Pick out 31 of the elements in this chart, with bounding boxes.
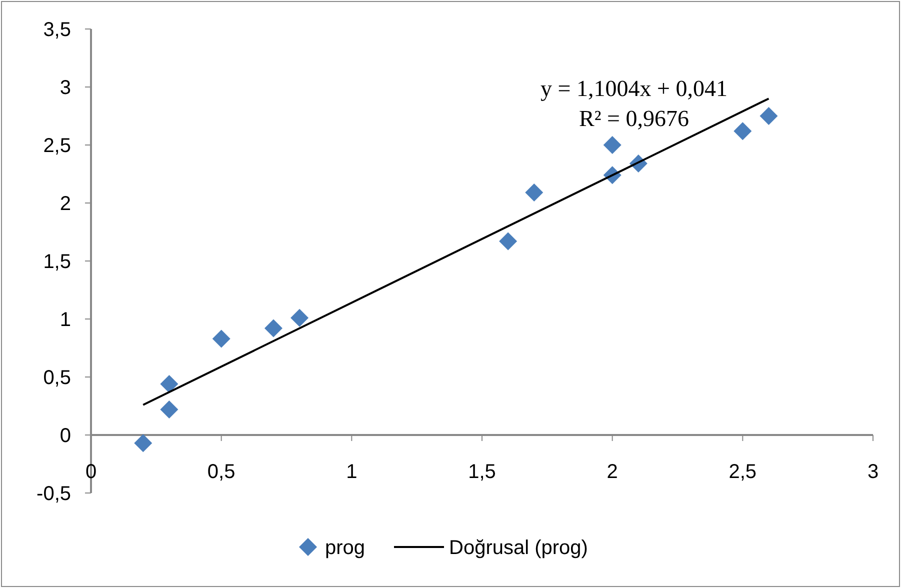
legend-label: prog	[325, 537, 366, 559]
point	[212, 330, 230, 348]
y-tick-label: 2	[60, 193, 71, 215]
y-tick-label: 0	[60, 425, 71, 447]
legend-label: Doğrusal (prog)	[449, 537, 588, 559]
x-tick-label: 1,5	[468, 461, 496, 483]
x-tick-label: 0,5	[207, 461, 236, 483]
point	[499, 232, 518, 250]
y-tick-label: 3,5	[43, 19, 71, 41]
point	[734, 122, 752, 140]
x-tick-label: 0	[85, 461, 97, 483]
point	[603, 136, 622, 154]
x-tick-label: 3	[867, 461, 879, 483]
point	[134, 434, 152, 452]
point	[264, 319, 282, 338]
annotation: y = 1,1004x + 0,041	[540, 76, 728, 101]
y-tick-label: 2,5	[43, 135, 71, 157]
y-tick-label: 3	[60, 77, 71, 99]
annotation: R² = 0,9676	[579, 106, 689, 131]
point	[160, 374, 178, 393]
x-tick-label: 2,5	[728, 461, 757, 483]
point	[290, 308, 309, 327]
x-tick-label: 1	[346, 461, 358, 483]
y-tick-label: 1,5	[43, 251, 71, 273]
point	[525, 184, 544, 202]
y-tick-label: 1	[60, 309, 71, 331]
y-tick-label: 0,5	[43, 367, 71, 389]
point	[160, 400, 178, 418]
point	[760, 107, 778, 125]
y-tick-label: -0,5	[36, 483, 71, 505]
x-tick-label: 2	[606, 461, 618, 483]
